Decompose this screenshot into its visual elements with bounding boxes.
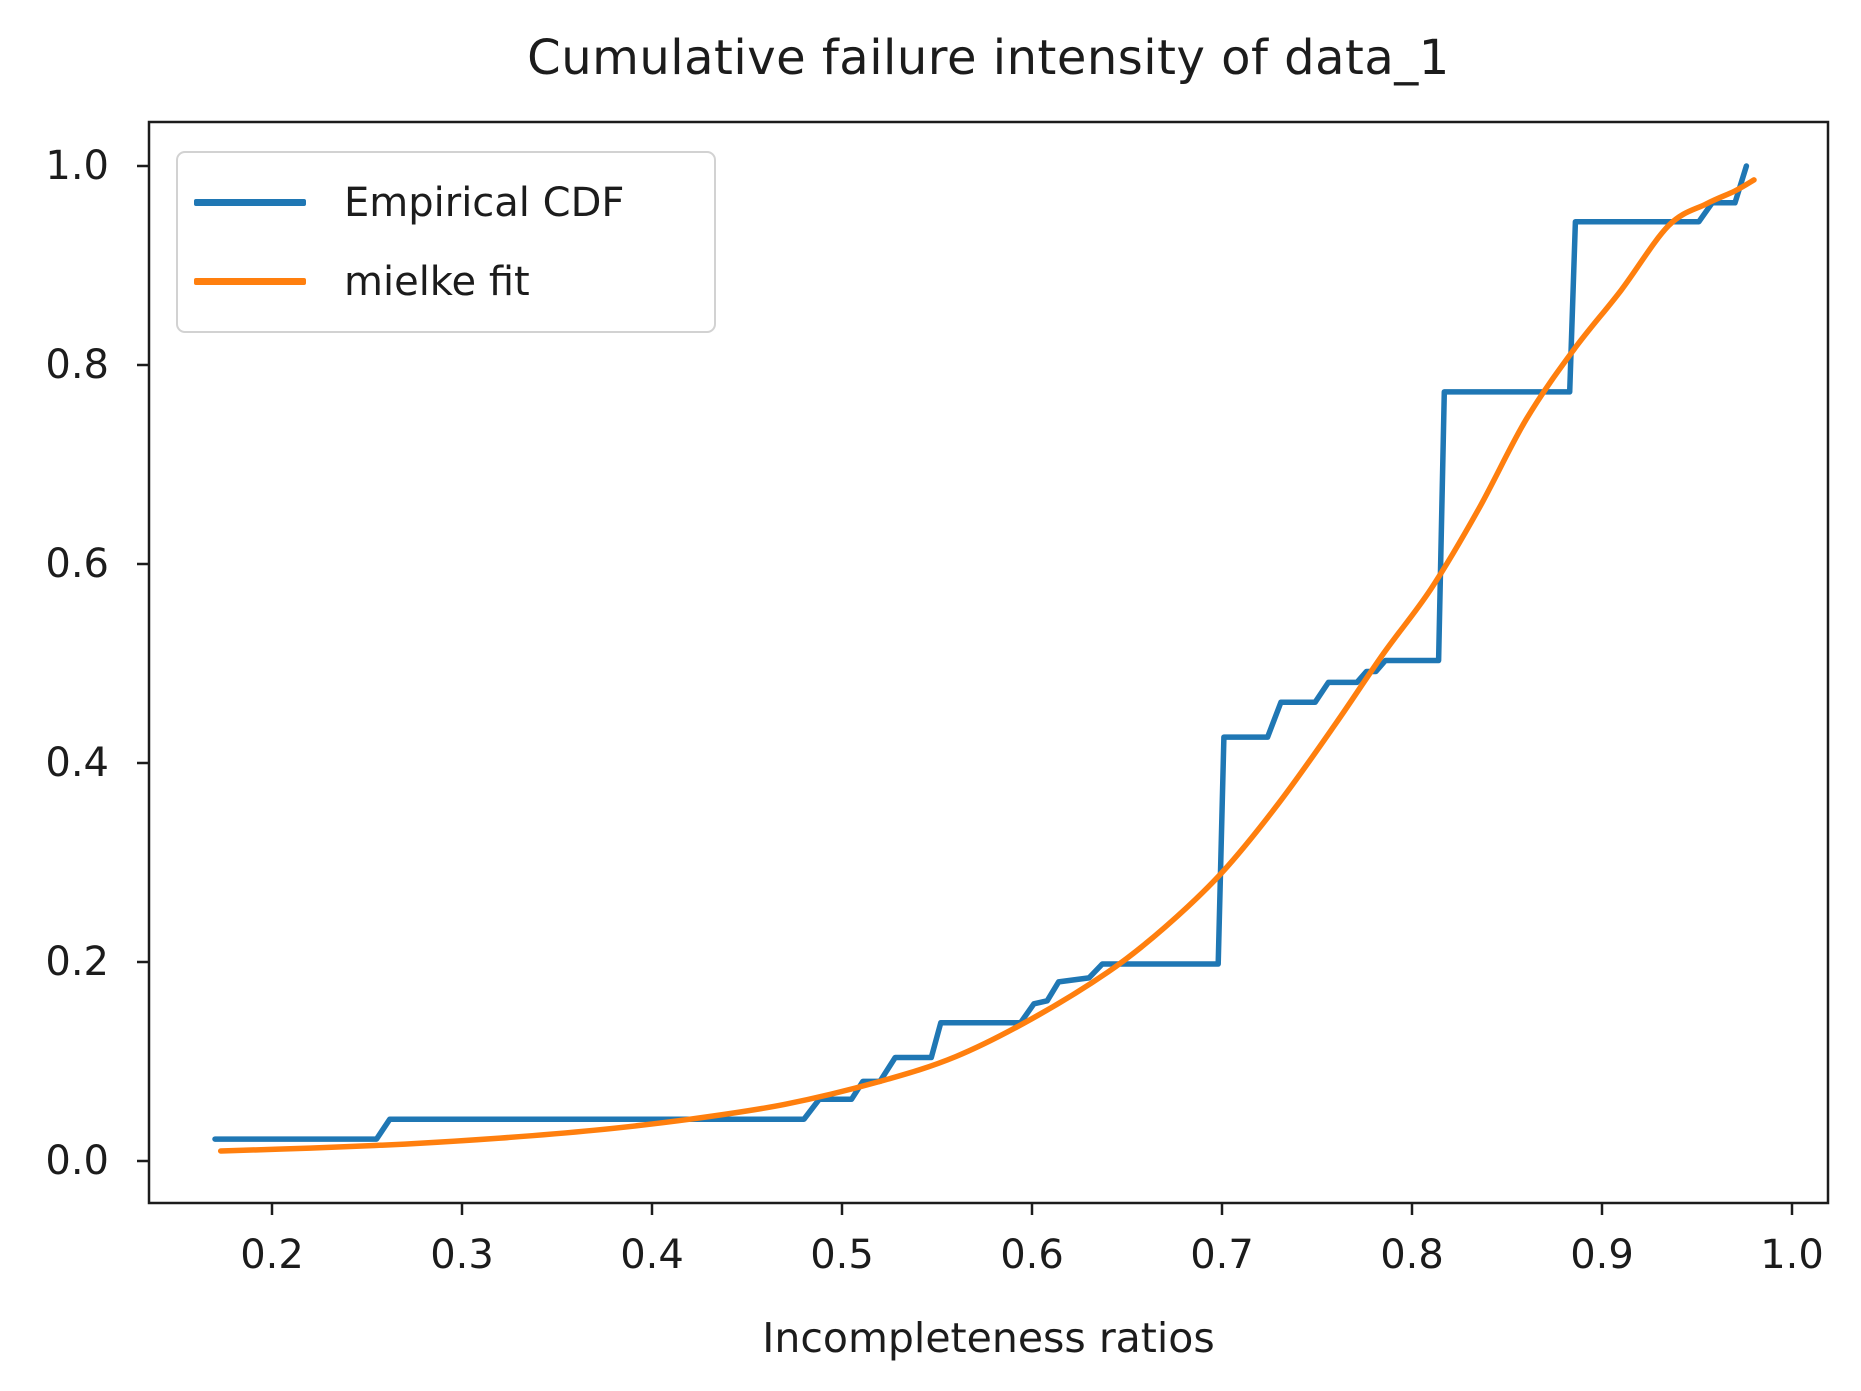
y-tick-label: 0.0 (45, 1138, 109, 1184)
y-tick-label: 0.8 (45, 342, 109, 388)
x-tick-label: 1.0 (1760, 1232, 1824, 1278)
x-tick-label: 0.2 (240, 1232, 304, 1278)
legend-label-empirical-cdf: Empirical CDF (344, 179, 625, 226)
y-tick-label: 0.4 (45, 740, 109, 786)
empirical-cdf-line-swatch (194, 199, 306, 206)
legend-label-mielke-fit: mielke fit (344, 258, 530, 305)
x-tick-label: 0.8 (1380, 1232, 1444, 1278)
legend: Empirical CDF mielke fit (176, 151, 716, 333)
x-tick-label: 0.3 (430, 1232, 494, 1278)
plot-border (147, 120, 1830, 1205)
x-tick-label: 0.9 (1570, 1232, 1634, 1278)
chart-title: Cumulative failure intensity of data_1 (527, 30, 1450, 86)
legend-entry-mielke-fit: mielke fit (178, 246, 714, 318)
y-tick-label: 0.2 (45, 939, 109, 985)
x-tick-label: 0.6 (1000, 1232, 1064, 1278)
mielke-fit-line-swatch (194, 278, 306, 285)
legend-entry-empirical-cdf: Empirical CDF (178, 167, 714, 239)
x-axis-title: Incompleteness ratios (762, 1314, 1215, 1362)
x-tick-label: 0.4 (620, 1232, 684, 1278)
y-tick-label: 0.6 (45, 541, 109, 587)
x-tick-label: 0.7 (1190, 1232, 1254, 1278)
mielke-fit-line (217, 177, 1757, 1154)
y-tick-label: 1.0 (45, 143, 109, 189)
x-tick-label: 0.5 (810, 1232, 874, 1278)
